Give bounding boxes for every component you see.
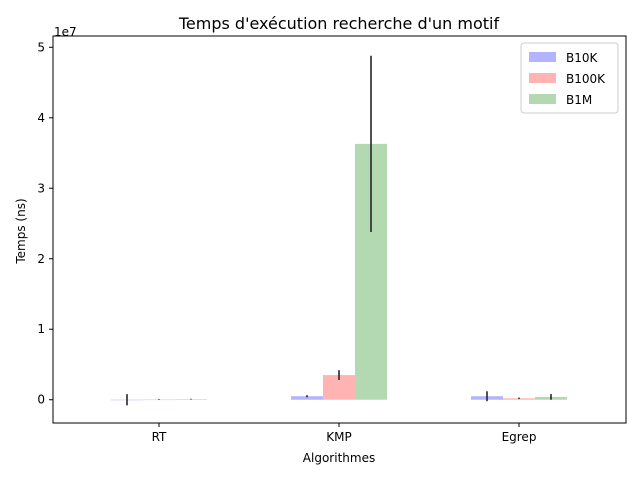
y-tick-label: 1	[37, 322, 45, 336]
legend-label-B1M: B1M	[566, 93, 592, 107]
y-tick-label: 0	[37, 393, 45, 407]
x-tick-label: Egrep	[502, 430, 537, 444]
y-axis-label: Temps (ns)	[14, 198, 28, 264]
y-tick-label: 3	[37, 181, 45, 195]
y-axis: 0 1 2 3 4 5	[37, 40, 53, 407]
y-tick-label: 5	[37, 40, 45, 54]
bar-B10K-KMP	[291, 396, 323, 400]
x-tick-label: KMP	[326, 430, 351, 444]
legend-swatch-B100K	[529, 73, 556, 83]
x-tick-label: RT	[152, 430, 167, 444]
legend: B10K B100K B1M	[520, 42, 619, 114]
plot-frame	[52, 35, 627, 424]
y-tick-label: 2	[37, 252, 45, 266]
chart-title: Temps d'exécution recherche d'un motif	[178, 14, 500, 33]
error-bars-group	[126, 55, 552, 406]
legend-swatch-B1M	[529, 94, 556, 104]
legend-swatch-B10K	[529, 52, 556, 62]
bar-B100K-Egrep	[503, 398, 535, 400]
legend-label-B10K: B10K	[566, 51, 599, 65]
legend-label-B100K: B100K	[566, 72, 606, 86]
plot-border	[52, 35, 627, 424]
y-tick-label: 4	[37, 111, 45, 125]
x-axis-label: Algorithmes	[303, 451, 375, 465]
x-axis: RT KMP Egrep	[152, 423, 537, 444]
